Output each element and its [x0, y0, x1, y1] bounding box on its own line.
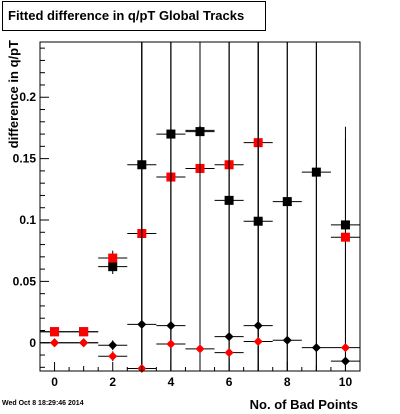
x-tick-label: 6 [226, 375, 233, 389]
data-point [253, 337, 263, 347]
y-tick-label: 0.1 [19, 213, 36, 227]
y-tick-label: 0 [29, 336, 36, 350]
data-point [108, 253, 118, 263]
x-tick-label: 2 [109, 375, 116, 389]
data-point [311, 343, 321, 353]
data-point [166, 339, 176, 349]
y-tick-label: 0.05 [13, 274, 37, 288]
data-point [340, 232, 350, 242]
data-point [108, 340, 118, 350]
x-tick-label: 4 [168, 375, 175, 389]
x-tick-label: 10 [339, 375, 353, 389]
y-tick-label: 0.15 [13, 152, 37, 166]
timestamp: Wed Oct 8 18:29:46 2014 [2, 400, 84, 407]
data-point [340, 343, 350, 353]
x-axis-label: No. of Bad Points [250, 397, 358, 412]
data-point [79, 338, 89, 348]
data-point [108, 351, 118, 361]
chart-title: Fitted difference in q/pT Global Tracks [2, 1, 266, 31]
x-tick-label: 8 [284, 375, 291, 389]
data-point [195, 344, 205, 354]
data-point [108, 262, 118, 272]
data-point [50, 327, 60, 337]
series-3 [40, 42, 360, 374]
axes: 0 2 4 6 8 10 0 0.05 0.1 0.15 0.2 [13, 47, 353, 389]
x-tick-label: 0 [51, 375, 58, 389]
data-marks [40, 42, 360, 374]
data-point [50, 338, 60, 348]
y-axis-label: difference in q/pT [6, 40, 21, 148]
data-point [79, 327, 89, 337]
y-tick-label: 0.2 [19, 90, 36, 104]
data-point [224, 348, 234, 358]
data-point [282, 335, 292, 345]
